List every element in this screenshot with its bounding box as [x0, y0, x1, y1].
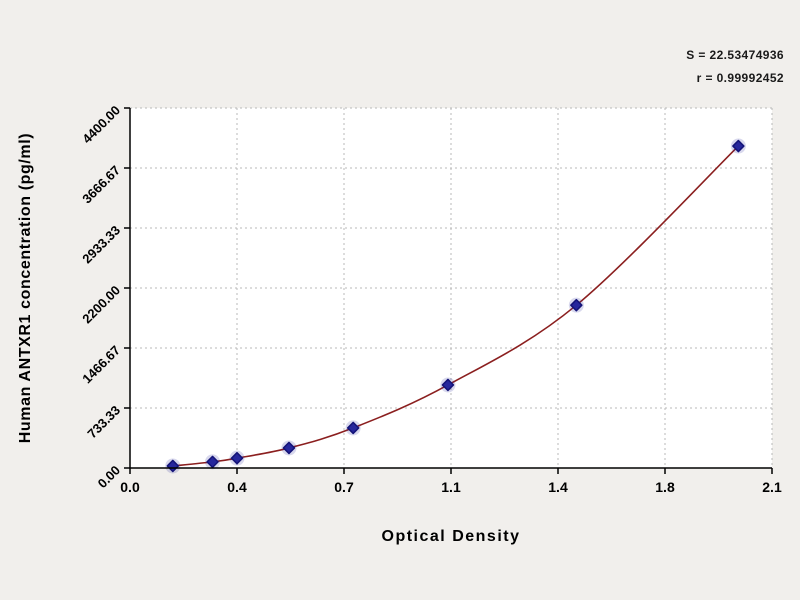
y-tick-label: 3666.67: [79, 163, 123, 207]
x-tick-label: 0.7: [334, 479, 354, 495]
x-axis-title: Optical Density: [381, 528, 521, 545]
x-tick-label: 1.4: [548, 479, 568, 495]
x-tick-label: 0.0: [120, 479, 140, 495]
x-tick-label: 0.4: [227, 479, 247, 495]
y-tick-label: 0.00: [95, 463, 124, 492]
x-tick-label: 1.1: [441, 479, 461, 495]
x-tick-label: 1.8: [655, 479, 675, 495]
y-tick-label: 2933.33: [79, 223, 123, 267]
y-tick-label: 4400.00: [79, 103, 123, 147]
regression-curve: [172, 145, 739, 467]
y-axis-title: Human ANTXR1 concentration (pg/ml): [17, 132, 34, 444]
x-tick-label: 2.1: [762, 479, 782, 495]
data-point-marker: [282, 441, 296, 455]
data-point-marker: [230, 451, 244, 465]
fit-s-value: S = 22.53474936: [686, 48, 784, 62]
y-tick-label: 2200.00: [79, 283, 123, 327]
y-tick-label: 733.33: [84, 403, 123, 442]
data-point-marker: [441, 378, 455, 392]
data-point-marker: [346, 421, 360, 435]
y-tick-label: 1466.67: [79, 343, 123, 387]
data-point-marker: [732, 139, 745, 153]
data-point-marker: [166, 459, 180, 473]
data-point-marker: [570, 298, 583, 312]
fit-r-value: r = 0.99992452: [696, 70, 784, 85]
fit-statistics: S = 22.53474936 r = 0.99992452: [686, 44, 784, 90]
